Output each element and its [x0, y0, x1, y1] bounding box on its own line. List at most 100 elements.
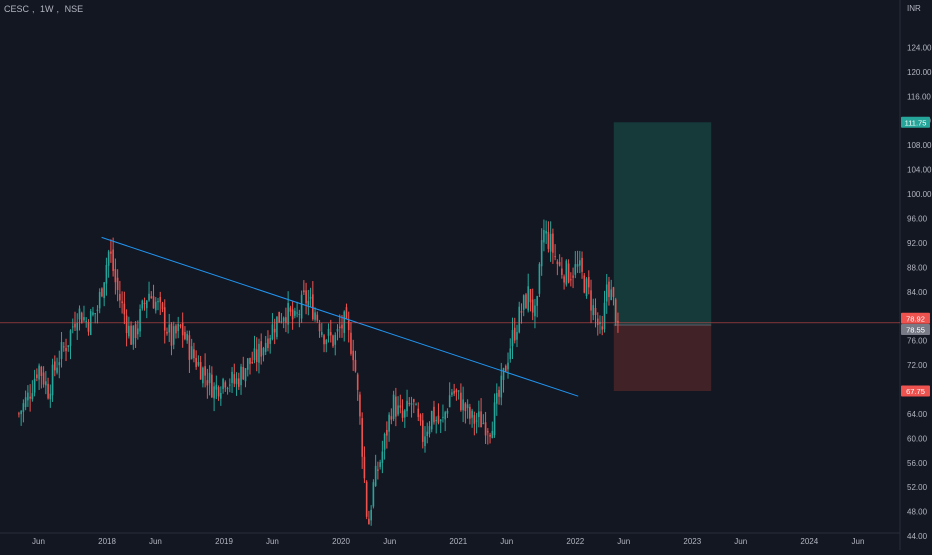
interval-label: 1W [40, 4, 54, 14]
candle-body-113 [271, 324, 274, 340]
candle-body-218 [507, 362, 509, 370]
candle-body-96 [233, 374, 236, 384]
candle-body-167 [392, 394, 395, 419]
candle-body-232 [538, 264, 541, 294]
y-tick-label: 120.00 [907, 68, 932, 77]
candle-body-188 [439, 419, 442, 422]
candle-body-158 [372, 482, 375, 507]
candle-body-261 [603, 302, 606, 330]
candle-body-17 [56, 367, 58, 373]
candle-body-214 [498, 389, 500, 397]
candle-body-148 [350, 332, 352, 354]
candle-body-122 [291, 309, 294, 320]
candle-body-243 [563, 276, 565, 283]
candle-body-34 [94, 313, 96, 315]
candle-body-192 [448, 395, 451, 408]
candle-body-114 [273, 328, 276, 333]
candle-body-197 [460, 392, 462, 411]
candle-body-154 [363, 456, 366, 479]
candle-body-238 [552, 233, 554, 253]
candle-body-207 [482, 422, 485, 424]
candle-body-117 [280, 321, 283, 323]
candle-body-127 [303, 290, 305, 293]
candle-body-219 [509, 348, 512, 360]
candle-body-116 [278, 311, 280, 323]
x-tick-label: Jun [32, 537, 45, 546]
candle-body-10 [40, 366, 43, 377]
symbol-name: CESC [4, 4, 30, 14]
candle-body-107 [258, 343, 260, 363]
exchange-label: NSE [64, 4, 84, 14]
candle-body-265 [612, 287, 615, 297]
candle-body-16 [54, 361, 56, 371]
candle-body-253 [585, 278, 588, 297]
candle-body-5 [29, 396, 31, 399]
candle-body-157 [370, 509, 372, 521]
profit-zone [613, 122, 712, 326]
candle-body-4 [27, 392, 29, 401]
candle-body-123 [294, 310, 296, 316]
loss-zone [613, 325, 712, 392]
candle-body-205 [478, 411, 480, 418]
candle-body-257 [594, 308, 597, 315]
y-tick-label: 44.00 [907, 532, 928, 541]
x-tick-label: 2022 [566, 537, 584, 546]
candle-body-217 [504, 365, 507, 372]
candle-body-216 [502, 368, 505, 381]
candle-body-98 [237, 378, 240, 387]
y-tick-label: 104.00 [907, 166, 932, 175]
candle-body-131 [312, 294, 314, 320]
candle-body-224 [520, 311, 523, 313]
candle-body-119 [285, 317, 287, 323]
candle-body-151 [356, 374, 359, 390]
candle-body-25 [74, 323, 76, 328]
y-tick-label: 100.00 [907, 190, 932, 199]
candle-body-246 [570, 279, 572, 281]
candle-body-260 [601, 326, 604, 330]
symbol-header: CESC, 1W, NSE [4, 4, 84, 14]
candle-body-101 [244, 368, 247, 382]
candle-body-195 [455, 389, 458, 393]
candle-body-161 [379, 462, 381, 468]
candle-body-91 [222, 379, 224, 389]
candle-body-42 [112, 249, 114, 271]
candle-body-229 [531, 299, 534, 313]
candle-body-72 [179, 325, 182, 327]
y-tick-label: 72.00 [907, 361, 928, 370]
candle-body-143 [338, 326, 341, 329]
candle-body-40 [107, 251, 110, 266]
candle-body-46 [121, 301, 123, 304]
candle-body-85 [208, 372, 211, 384]
candle-body-165 [388, 414, 390, 432]
candle-body-81 [199, 362, 202, 380]
y-tick-label: 52.00 [907, 483, 928, 492]
candle-body-37 [101, 288, 103, 297]
x-tick-label: 2019 [215, 537, 233, 546]
candle-body-44 [116, 277, 119, 291]
y-tick-label: 96.00 [907, 214, 928, 223]
candle-body-45 [119, 293, 121, 301]
candle-body-57 [145, 300, 148, 309]
candle-body-124 [296, 312, 298, 314]
x-tick-label: 2023 [683, 537, 701, 546]
candle-body-191 [446, 410, 449, 414]
y-tick-label: 84.00 [907, 288, 928, 297]
candle-body-144 [341, 324, 343, 329]
candle-body-225 [522, 295, 525, 310]
candle-body-106 [255, 349, 258, 362]
candle-body-180 [421, 420, 424, 442]
candle-body-109 [262, 348, 265, 356]
candle-body-120 [287, 303, 289, 325]
candle-body-95 [231, 371, 233, 384]
candle-body-250 [579, 260, 581, 266]
candle-body-194 [453, 390, 455, 394]
candle-body-255 [590, 290, 592, 311]
candle-body-59 [150, 296, 153, 299]
candle-body-82 [202, 367, 204, 384]
candle-body-189 [442, 416, 444, 418]
candle-body-64 [161, 303, 164, 310]
candle-body-177 [415, 404, 417, 406]
